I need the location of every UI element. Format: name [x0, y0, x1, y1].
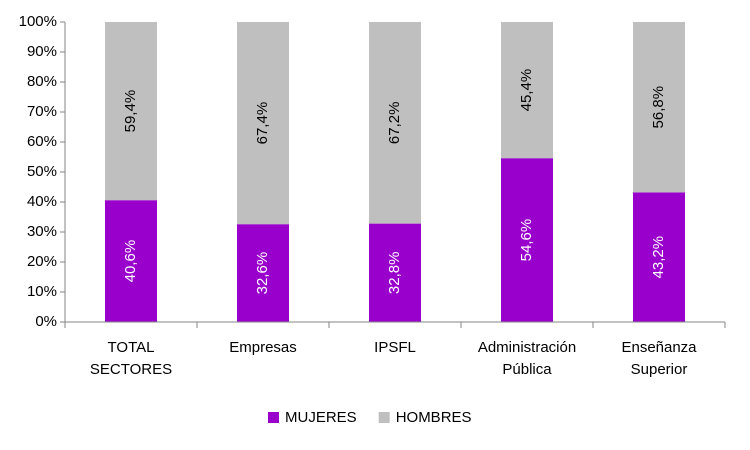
value-label: 43,2% [650, 236, 667, 279]
bar-segment [369, 223, 421, 322]
value-label: 45,4% [518, 69, 535, 112]
value-label: 32,8% [386, 252, 403, 295]
bar-segment [633, 192, 685, 322]
y-tick-label: 90% [27, 43, 57, 60]
value-label: 32,6% [254, 252, 271, 295]
bar-segment [237, 22, 289, 225]
legend-label: HOMBRES [396, 409, 472, 426]
value-label: 59,4% [122, 90, 139, 133]
x-tick-label: Empresas [229, 339, 297, 356]
bar-segment [237, 224, 289, 322]
y-tick-label: 40% [27, 193, 57, 210]
y-tick-label: 50% [27, 163, 57, 180]
y-tick-label: 60% [27, 133, 57, 150]
legend-swatch [268, 412, 279, 423]
value-label: 56,8% [650, 86, 667, 129]
value-label: 67,4% [254, 102, 271, 145]
y-tick-label: 80% [27, 73, 57, 90]
y-tick-label: 30% [27, 223, 57, 240]
legend-swatch [378, 412, 390, 423]
y-tick-label: 10% [27, 283, 57, 300]
bar-segment [369, 22, 421, 224]
y-tick-label: 0% [35, 313, 57, 330]
x-tick-label: Administración Pública [477, 339, 577, 378]
bar-segment [105, 22, 157, 201]
x-tick-label: Enseñanza Superior [621, 339, 697, 378]
y-tick-label: 20% [27, 253, 57, 270]
legend-label: MUJERES [285, 409, 357, 426]
value-label: 54,6% [518, 219, 535, 262]
x-tick-label: IPSFL [374, 339, 416, 356]
bar-segment [501, 158, 553, 322]
value-label: 40,6% [122, 240, 139, 283]
bar-segment [633, 22, 685, 193]
bar-segment [105, 200, 157, 322]
y-tick-label: 70% [27, 103, 57, 120]
y-tick-label: 100% [19, 13, 57, 30]
x-tick-label: TOTAL SECTORES [89, 339, 173, 378]
bar-segment [501, 22, 553, 159]
value-label: 67,2% [386, 102, 403, 145]
